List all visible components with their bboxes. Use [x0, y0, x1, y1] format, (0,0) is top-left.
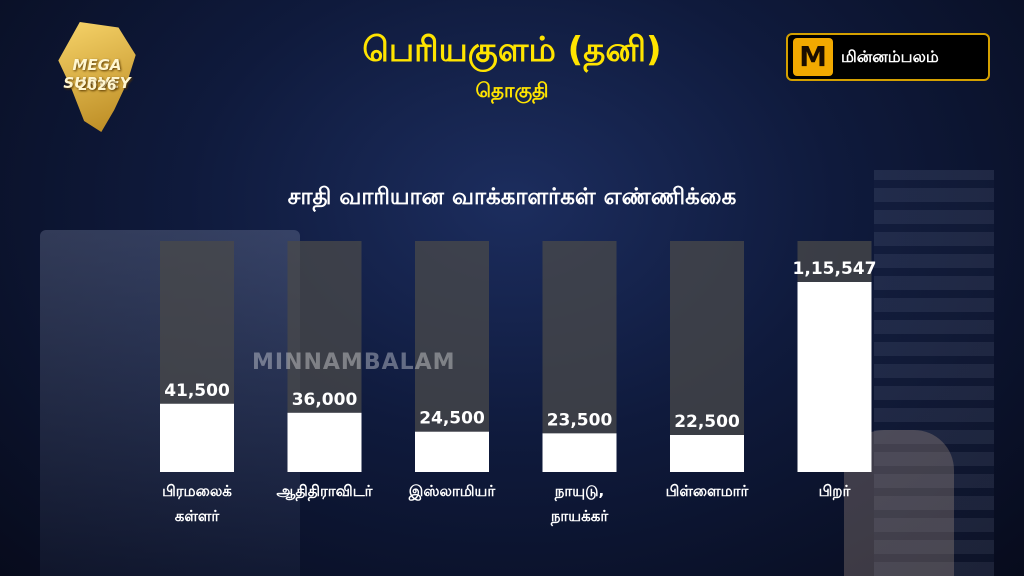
category-label: பிள்ளைமார்	[666, 482, 750, 500]
bar-value-label: 23,500	[547, 410, 613, 430]
page-subtitle: தொகுதி	[475, 78, 549, 102]
bar	[542, 433, 617, 472]
category-label: பிறர்	[819, 482, 852, 500]
category-label: நாயக்கர்	[550, 507, 610, 526]
bar	[415, 431, 489, 472]
category-label: இஸ்லாமியர்	[408, 482, 497, 501]
category-label: ஆதிதிராவிடர்	[277, 482, 374, 501]
background-tower	[874, 170, 994, 576]
brand-name: மின்னம்பலம்	[841, 46, 939, 66]
bar-track	[670, 241, 744, 472]
bar	[797, 282, 872, 472]
logo-line2: 2026	[77, 78, 117, 94]
bar-value-label: 22,500	[674, 412, 740, 432]
logo-line1: MEGA SURVEY	[63, 56, 131, 92]
category-label: கள்ளர்	[175, 507, 221, 525]
bar-value-label: 24,500	[419, 409, 485, 429]
watermark: MINNAMBALAM	[252, 350, 456, 375]
category-label: பிரமலைக்	[162, 482, 232, 500]
page-title: பெரியகுளம் (தனி)	[362, 30, 662, 70]
bar	[670, 435, 744, 472]
bar	[287, 412, 362, 472]
brand-mark-icon: M	[793, 38, 833, 76]
chart-title: சாதி வாரியான வாக்காளர்கள் எண்ணிக்கை	[287, 184, 737, 210]
bar	[160, 403, 234, 472]
category-label: நாயுடு,	[554, 482, 604, 501]
mega-survey-logo: MEGA SURVEY 2026	[42, 22, 152, 134]
bar-value-label: 41,500	[164, 381, 230, 401]
bar-value-label: 36,000	[292, 390, 358, 410]
bar-value-label: 1,15,547	[793, 259, 877, 279]
brand-logo: M மின்னம்பலம்	[786, 33, 990, 81]
